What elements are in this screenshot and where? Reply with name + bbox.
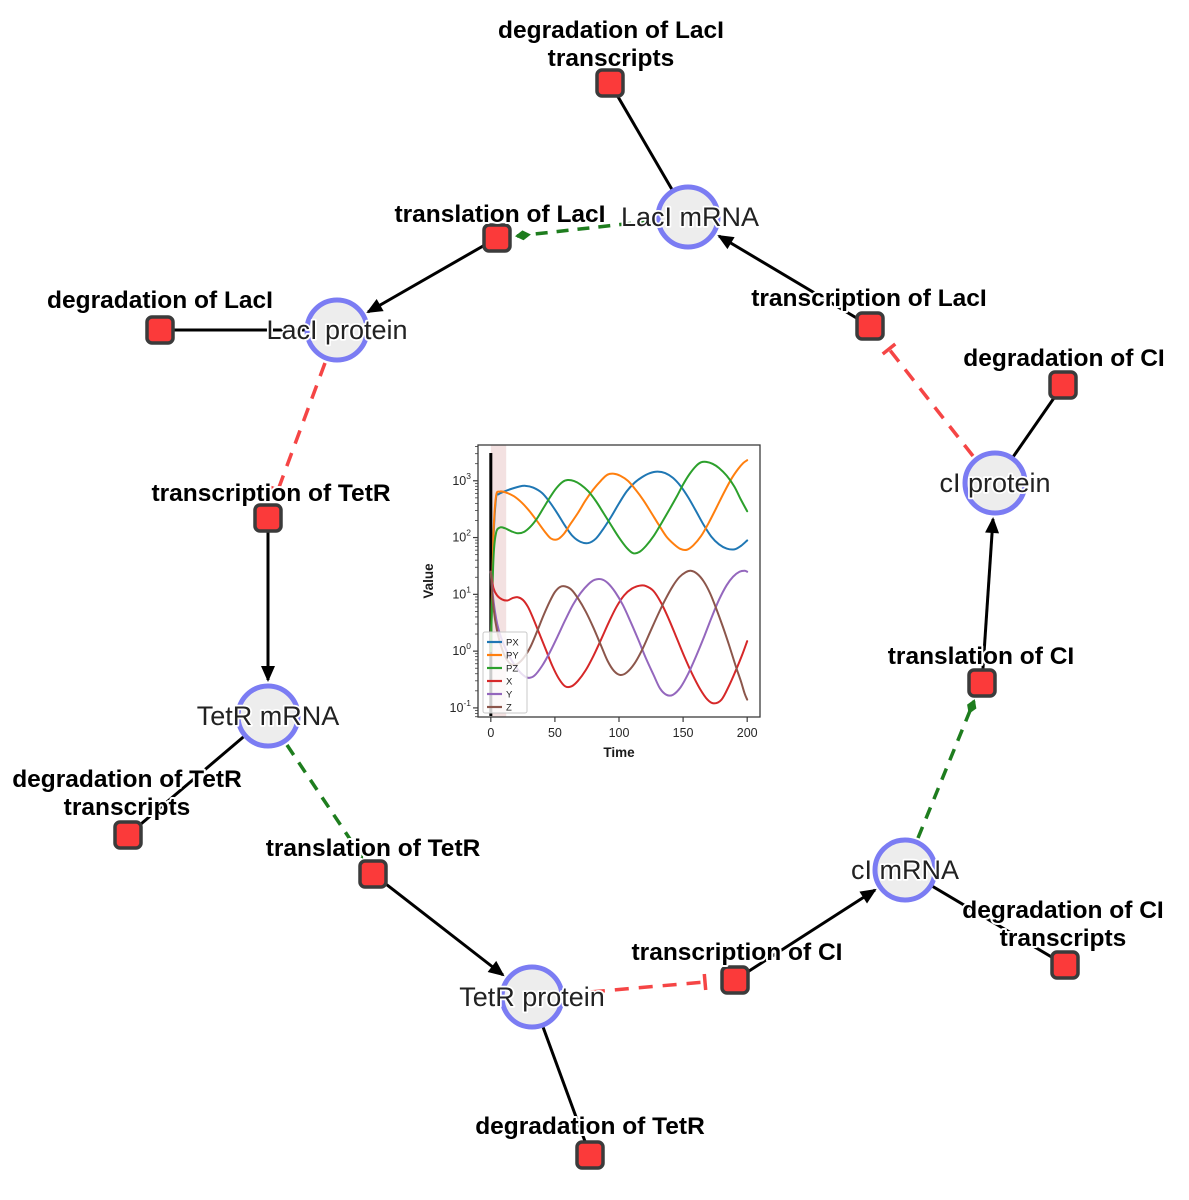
reaction-node-degradation-laci-transcripts[interactable] <box>595 68 625 98</box>
chart-series-PZ <box>489 460 749 653</box>
reaction-node-degradation-laci[interactable] <box>145 315 175 345</box>
species-node-tetr-protein[interactable] <box>499 964 565 1030</box>
reaction-node-transcription-ci[interactable] <box>720 965 750 995</box>
edge-laciprotein-inhibits-transcription-tetr <box>269 362 327 495</box>
chart-y-tick-label: 103 <box>452 471 471 488</box>
chart-y-tick-label: 100 <box>452 641 471 658</box>
edge-layer <box>127 82 1066 1156</box>
species-label-laci-mrna: LacI mRNA <box>621 202 759 232</box>
chart-y-tick-label: 102 <box>452 528 471 545</box>
species-label-tetr-mrna: TetR mRNA <box>197 701 340 731</box>
reaction-node-degradation-tetr-transcripts[interactable] <box>113 820 143 850</box>
species-node-laci-mrna[interactable] <box>655 184 721 250</box>
chart-legend-label-X: X <box>506 677 513 688</box>
species-node-laci-protein[interactable] <box>304 297 370 363</box>
chart-yaxis-label: Value <box>421 563 436 599</box>
edge-translation-laci-to-laciprotein <box>366 236 498 314</box>
label-layer: degradation of LacI transcripts translat… <box>10 15 1167 1142</box>
reaction-node-translation-laci[interactable] <box>482 223 512 253</box>
edge-transcription-laci-to-lacimrna <box>717 234 871 328</box>
reaction-node-degradation-ci-transcripts[interactable] <box>1050 950 1080 980</box>
species-node-tetr-mrna[interactable] <box>235 683 301 749</box>
reaction-label-degradation-laci-transcripts-line1: degradation of LacI <box>498 17 724 44</box>
reaction-label-degradation-tetr-transcripts-line1: degradation of TetR <box>12 766 242 793</box>
edge-tetrmrna-activates-translation-tetr <box>285 744 364 859</box>
edge-translation-tetr-to-tetrprotein <box>372 872 505 977</box>
species-label-laci-protein: LacI protein <box>266 315 407 345</box>
chart-series-Z <box>489 569 749 701</box>
chart-y-tick-label: 10-1 <box>450 698 472 715</box>
reaction-node-degradation-ci[interactable] <box>1048 370 1078 400</box>
chart-series-PX <box>489 470 749 653</box>
reaction-node-degradation-tetr[interactable] <box>575 1140 605 1170</box>
edge-cimrna-activates-translation-ci <box>916 699 977 839</box>
chart-x-tick-label: 50 <box>548 726 562 740</box>
reaction-node-translation-ci[interactable] <box>967 668 997 698</box>
species-node-ci-mrna[interactable] <box>872 837 938 903</box>
chart-legend-box <box>482 631 528 714</box>
edge-ciprotein-inhibits-transcription-laci <box>881 342 975 458</box>
chart-legend-label-Z: Z <box>506 703 512 714</box>
chart-xaxis-label: Time <box>603 745 635 760</box>
edge-translation-ci-to-ciprotein <box>980 517 1000 684</box>
species-label-ci-mrna: cI mRNA <box>851 855 959 885</box>
chart-legend-label-PX: PX <box>506 638 519 649</box>
chart-y-tick-label: 101 <box>452 584 471 601</box>
reaction-label-translation-laci: translation of LacI <box>394 201 605 228</box>
species-label-tetr-protein: TetR protein <box>459 982 605 1012</box>
chart-legend-label-Y: Y <box>506 690 513 701</box>
reaction-label-degradation-tetr: degradation of TetR <box>475 1113 705 1140</box>
node-layer <box>113 68 1080 1170</box>
reaction-label-degradation-laci-transcripts-line2: transcripts <box>548 45 675 72</box>
reaction-label-degradation-laci: degradation of LacI <box>47 287 273 314</box>
chart-legend-label-PY: PY <box>506 651 519 662</box>
reaction-node-transcription-tetr[interactable] <box>253 503 283 533</box>
reaction-label-translation-ci: translation of CI <box>888 643 1074 670</box>
chart-series-PY <box>489 459 749 653</box>
chart-x-tick-label: 150 <box>673 726 694 740</box>
reaction-node-transcription-laci[interactable] <box>855 311 885 341</box>
edge-transcription-ci-to-cimrna <box>734 888 877 982</box>
chart-x-tick-label: 200 <box>737 726 758 740</box>
species-label-ci-protein: cI protein <box>939 468 1050 498</box>
chart-x-tick-label: 100 <box>609 726 630 740</box>
chart-series-X <box>489 570 749 705</box>
reaction-label-degradation-ci-transcripts-line1: degradation of CI <box>962 897 1163 924</box>
reaction-label-degradation-ci-transcripts-line2: transcripts <box>1000 925 1127 952</box>
reaction-label-degradation-tetr-transcripts-line2: transcripts <box>64 794 191 821</box>
chart-legend-label-PZ: PZ <box>506 664 518 675</box>
species-node-ci-protein[interactable] <box>962 450 1028 516</box>
chart-x-tick-label: 0 <box>487 726 494 740</box>
reaction-label-degradation-ci: degradation of CI <box>963 345 1164 372</box>
reaction-label-transcription-tetr: transcription of TetR <box>151 480 390 507</box>
reaction-node-translation-tetr[interactable] <box>358 859 388 889</box>
reaction-label-transcription-ci: transcription of CI <box>632 939 843 966</box>
edge-lacimrna-activates-translation-laci <box>515 219 653 241</box>
time-series-inset-chart: 0 50 100 150 200 10-1 100 101 102 103 Time Value PX P… <box>421 444 761 760</box>
reaction-label-translation-tetr: translation of TetR <box>266 835 481 862</box>
reaction-label-transcription-laci: transcription of LacI <box>751 285 987 312</box>
